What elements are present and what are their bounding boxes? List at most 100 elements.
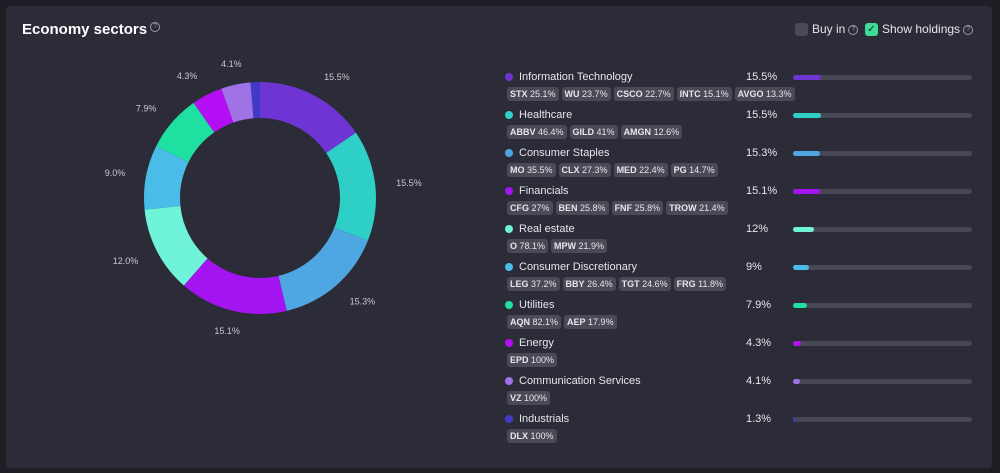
holding-chip[interactable]: BEN 25.8% xyxy=(555,201,609,215)
holding-chip[interactable]: STX 25.1% xyxy=(507,87,559,101)
holding-chip[interactable]: MED 22.4% xyxy=(613,163,668,177)
donut-slice-utilities[interactable] xyxy=(156,102,215,163)
sector-progress-fill xyxy=(793,227,815,232)
show-holdings-help-icon[interactable]: ? xyxy=(963,24,974,35)
checkmark-icon: ✓ xyxy=(867,23,876,35)
holding-ticker: O xyxy=(510,241,518,251)
sector-progress-fill xyxy=(793,151,821,156)
donut-slice-consumer-staples[interactable] xyxy=(278,227,368,311)
sector-progress-fill xyxy=(793,265,810,270)
holdings-chips: AQN 82.1% AEP 17.9% xyxy=(507,315,620,329)
buy-in-label: Buy in xyxy=(812,22,846,36)
sector-progress-track xyxy=(793,113,972,118)
holding-percent: 12.6% xyxy=(651,127,680,137)
donut-label: 4.3% xyxy=(177,71,198,81)
holding-chip[interactable]: FNF 25.8% xyxy=(611,201,664,215)
holding-chip[interactable]: WU 23.7% xyxy=(561,87,611,101)
holdings-chips: O 78.1% MPW 21.9% xyxy=(507,239,610,253)
sector-progress-fill xyxy=(793,341,801,346)
holding-chip[interactable]: CLX 27.3% xyxy=(558,163,611,177)
holding-ticker: VZ xyxy=(510,393,522,403)
sector-color-dot-icon xyxy=(505,187,513,195)
holding-chip[interactable]: AVGO 13.3% xyxy=(734,87,795,101)
holding-chip[interactable]: PG 14.7% xyxy=(670,163,718,177)
donut-label: 9.0% xyxy=(105,168,126,178)
donut-slice-healthcare[interactable] xyxy=(326,132,377,241)
holding-ticker: AQN xyxy=(510,317,530,327)
holding-percent: 23.7% xyxy=(579,89,608,99)
holding-percent: 100% xyxy=(528,355,555,365)
sector-progress-fill xyxy=(793,75,821,80)
holding-percent: 24.6% xyxy=(639,279,668,289)
holding-ticker: GILD xyxy=(572,127,595,137)
holding-percent: 21.4% xyxy=(696,203,725,213)
holding-chip[interactable]: AMGN 12.6% xyxy=(620,125,683,139)
holding-ticker: INTC xyxy=(679,89,701,99)
holding-chip[interactable]: ABBV 46.4% xyxy=(507,125,567,139)
holding-ticker: WU xyxy=(564,89,580,99)
holding-chip[interactable]: FRG 11.8% xyxy=(673,277,726,291)
holding-percent: 27.3% xyxy=(579,165,608,175)
sector-progress-fill xyxy=(793,303,808,308)
holding-chip[interactable]: TGT 24.6% xyxy=(618,277,671,291)
sector-color-dot-icon xyxy=(505,73,513,81)
holding-ticker: CSCO xyxy=(616,89,643,99)
sector-percent: 4.1% xyxy=(746,375,772,387)
show-holdings-toggle[interactable]: ✓ Show holdings ? xyxy=(865,22,974,36)
holding-chip[interactable]: INTC 15.1% xyxy=(676,87,732,101)
holding-percent: 78.1% xyxy=(517,241,546,251)
holding-chip[interactable]: AEP 17.9% xyxy=(564,315,617,329)
holdings-chips: EPD 100% xyxy=(507,353,560,367)
holding-percent: 35.5% xyxy=(524,165,553,175)
sector-progress-track xyxy=(793,341,972,346)
donut-slice-communication-services[interactable] xyxy=(221,82,254,123)
donut-slice-industrials[interactable] xyxy=(250,82,260,119)
holding-chip[interactable]: DLX 100% xyxy=(507,429,557,443)
donut-slice-financials[interactable] xyxy=(183,258,287,314)
holding-percent: 41% xyxy=(594,127,615,137)
holding-percent: 11.8% xyxy=(695,279,723,289)
donut-slice-real-estate[interactable] xyxy=(144,206,208,286)
sector-name: Consumer Staples xyxy=(503,147,610,159)
holdings-chips: STX 25.1% WU 23.7% CSCO 22.7% INTC 15.1% AVG… xyxy=(507,87,798,101)
sector-progress-fill xyxy=(793,113,821,118)
donut-slice-information-technology[interactable] xyxy=(260,82,356,154)
holding-chip[interactable]: CSCO 22.7% xyxy=(613,87,674,101)
holding-percent: 14.7% xyxy=(686,165,715,175)
holdings-chips: ABBV 46.4% GILD 41% AMGN 12.6% xyxy=(507,125,685,139)
holding-chip[interactable]: BBY 26.4% xyxy=(562,277,616,291)
holding-ticker: TGT xyxy=(621,279,640,289)
buy-in-help-icon[interactable]: ? xyxy=(848,24,859,35)
panel-title: Economy sectors? xyxy=(22,21,161,38)
sector-progress-track xyxy=(793,417,972,422)
sector-percent: 15.5% xyxy=(746,109,778,121)
buy-in-toggle[interactable]: Buy in ? xyxy=(795,22,859,36)
holding-chip[interactable]: VZ 100% xyxy=(507,391,551,405)
holding-chip[interactable]: GILD 41% xyxy=(569,125,618,139)
holding-chip[interactable]: O 78.1% xyxy=(507,239,549,253)
holding-chip[interactable]: MPW 21.9% xyxy=(551,239,608,253)
holding-ticker: CLX xyxy=(561,165,580,175)
donut-slice-consumer-discretionary[interactable] xyxy=(144,145,189,210)
show-holdings-checkbox[interactable]: ✓ xyxy=(865,22,878,36)
sector-name: Utilities xyxy=(503,299,554,311)
title-help-icon[interactable]: ? xyxy=(150,22,161,32)
sector-progress-track xyxy=(793,265,972,270)
sector-color-dot-icon xyxy=(505,339,513,347)
sector-label: Energy xyxy=(519,337,554,349)
holding-chip[interactable]: TROW 21.4% xyxy=(666,201,728,215)
holding-chip[interactable]: MO 35.5% xyxy=(507,163,556,177)
holding-chip[interactable]: CFG 27% xyxy=(507,201,553,215)
holding-ticker: TROW xyxy=(669,203,697,213)
holding-chip[interactable]: AQN 82.1% xyxy=(507,315,562,329)
holding-chip[interactable]: EPD 100% xyxy=(507,353,558,367)
donut-slice-energy[interactable] xyxy=(193,88,234,133)
sector-label: Consumer Staples xyxy=(519,147,610,159)
sector-donut-chart: 15.5% 15.5% 15.3% 15.1% 12.0% 9.0% 7.9% 4.3% 4.1… xyxy=(105,59,422,336)
holding-percent: 25.1% xyxy=(527,89,556,99)
holding-ticker: AMGN xyxy=(623,127,652,137)
holding-ticker: CFG xyxy=(510,203,529,213)
buy-in-checkbox[interactable] xyxy=(795,22,808,36)
holding-chip[interactable]: LEG 37.2% xyxy=(507,277,560,291)
sector-progress-fill xyxy=(793,189,821,194)
